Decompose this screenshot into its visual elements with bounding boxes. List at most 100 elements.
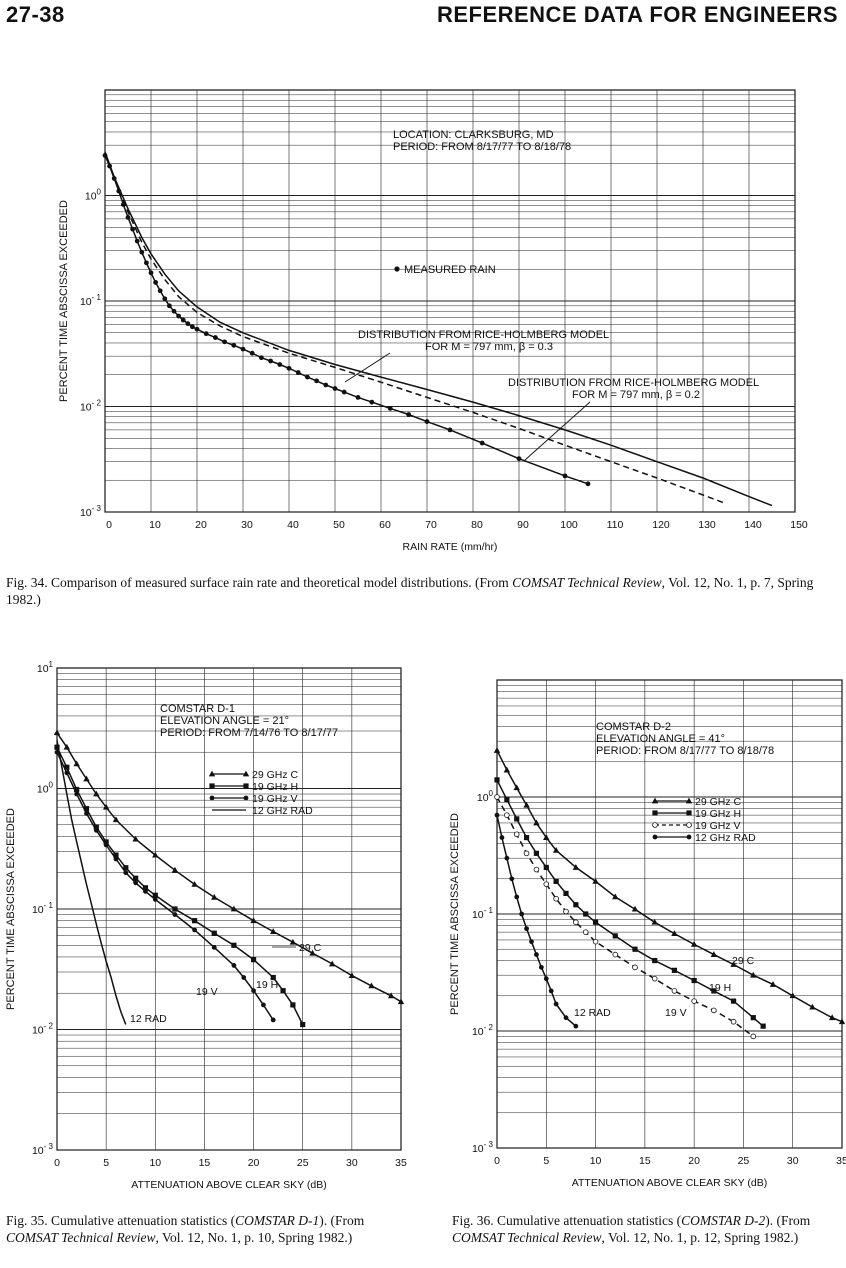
data-point-29C (250, 917, 257, 924)
x-tick-label: 110 (607, 519, 624, 531)
data-point-19V (612, 951, 619, 958)
data-point-measured (190, 324, 195, 330)
label-29c: 29 C (299, 942, 322, 954)
chart-fig34: 0 10 20 30 40 50 60 70 80 90 100 110 120 130 140 150 100… (58, 89, 808, 553)
data-point-19H (74, 786, 80, 793)
data-point-19H (64, 764, 70, 770)
legend-measured-marker (394, 266, 400, 272)
series-line-12RAD (56, 740, 127, 1025)
y-tick-exponent: 1 (49, 660, 54, 669)
data-point-29C (513, 784, 520, 791)
x-tick-label: 30 (787, 1155, 799, 1167)
y-axis-label: PERCENT TIME ABSCISSA EXCEEDED (5, 808, 17, 1010)
x-tick-label: 20 (248, 1157, 260, 1169)
legend-marker-end-0 (242, 770, 250, 777)
data-point-29C (397, 998, 405, 1005)
x-tick-label: 25 (738, 1155, 750, 1167)
annotation-satellite: COMSTAR D-1 (160, 703, 235, 715)
data-point-29C (329, 960, 336, 967)
data-point-19V (143, 888, 148, 894)
data-point-19H (730, 998, 737, 1004)
data-point-19H (231, 942, 237, 948)
series-measured (102, 152, 591, 487)
y-tick-exponent: - 1 (44, 901, 54, 910)
series-model_beta_0.3 (104, 151, 773, 507)
legend-marker-end-2 (243, 795, 249, 801)
data-point-12RAD (534, 952, 539, 957)
data-point-12RAD (543, 976, 549, 982)
data-point-19H (280, 988, 286, 994)
legend-label-0: 29 GHz C (695, 796, 742, 808)
data-point-19V (523, 850, 530, 857)
x-tick-label: 0 (106, 519, 112, 531)
y-tick-exponent: - 2 (484, 1023, 494, 1032)
legend-label-1: 19 GHz H (252, 781, 298, 793)
data-point-measured (171, 308, 177, 314)
x-tick-label: 40 (287, 519, 299, 531)
series-line-29C (56, 732, 402, 1003)
data-point-19V (231, 963, 237, 968)
caption-fig36-mid: ). (From (765, 1213, 811, 1228)
data-point-measured (562, 473, 568, 479)
data-point-measured (194, 326, 200, 332)
y-tick-label: 101 (37, 660, 54, 675)
y-tick-label: 10- 1 (32, 901, 54, 916)
legend-label-0: 29 GHz C (252, 769, 299, 781)
x-tick-label: 30 (241, 519, 253, 531)
series-line-model_beta_0.2 (104, 153, 727, 505)
running-title: REFERENCE DATA FOR ENGINEERS (436, 2, 838, 27)
data-point-29C (348, 972, 356, 979)
data-point-12RAD (529, 939, 534, 945)
y-tick-exponent: - 2 (44, 1022, 54, 1031)
data-point-12RAD (553, 1001, 559, 1007)
y-axis-label: PERCENT TIME ABSCISSA EXCEEDED (449, 813, 461, 1015)
data-point-measured (268, 358, 273, 364)
data-point-measured (516, 456, 522, 462)
data-point-12RAD (563, 1015, 569, 1021)
y-tick-label: 10- 1 (472, 906, 494, 921)
legend-marker-start-1 (209, 783, 215, 789)
data-point-19H (553, 878, 559, 884)
x-tick-label: 10 (590, 1155, 602, 1167)
legend-marker-start-0 (651, 797, 659, 804)
series-line-12RAD (496, 814, 577, 1027)
data-point-19V (494, 794, 500, 800)
data-point-19H (211, 930, 217, 936)
data-point-measured (286, 365, 292, 371)
data-point-measured (139, 249, 145, 255)
x-tick-label: 50 (333, 519, 345, 531)
data-point-19H (691, 977, 697, 984)
caption-fig34-pre: Fig. 34. Comparison of measured surface … (6, 575, 513, 590)
series-line-measured (104, 155, 589, 485)
legend-marker-start-3 (652, 834, 658, 840)
data-point-29C (211, 893, 218, 900)
legend-label-1: 19 GHz H (695, 808, 741, 820)
x-tick-label: 15 (639, 1155, 651, 1167)
data-point-19H (592, 919, 599, 925)
series-line-19H (56, 746, 304, 1025)
legend-marker-end-3 (686, 834, 692, 840)
data-point-19H (543, 864, 549, 871)
data-point-12RAD (519, 911, 525, 917)
data-point-19V (651, 975, 658, 982)
data-point-19H (270, 974, 276, 981)
data-point-29C (171, 866, 179, 873)
data-point-29C (289, 938, 297, 945)
data-point-29C (690, 940, 698, 947)
data-point-19V (123, 870, 129, 876)
legend-label-2: 19 GHz V (252, 793, 298, 805)
data-point-measured (323, 382, 329, 388)
data-point-19H (711, 988, 717, 994)
data-point-29C (769, 981, 777, 987)
data-point-29C (592, 877, 599, 884)
data-point-measured (231, 342, 237, 348)
data-point-19H (192, 918, 198, 924)
data-point-29C (523, 801, 530, 808)
series-19H (494, 777, 766, 1029)
data-point-29C (93, 790, 100, 797)
data-point-19V (553, 895, 559, 902)
y-tick-label: 10- 2 (472, 1023, 494, 1038)
data-point-29C (572, 864, 580, 870)
data-point-measured (355, 394, 361, 400)
annotation-model-beta02-line2: FOR M = 797 mm, β = 0.2 (572, 389, 700, 401)
